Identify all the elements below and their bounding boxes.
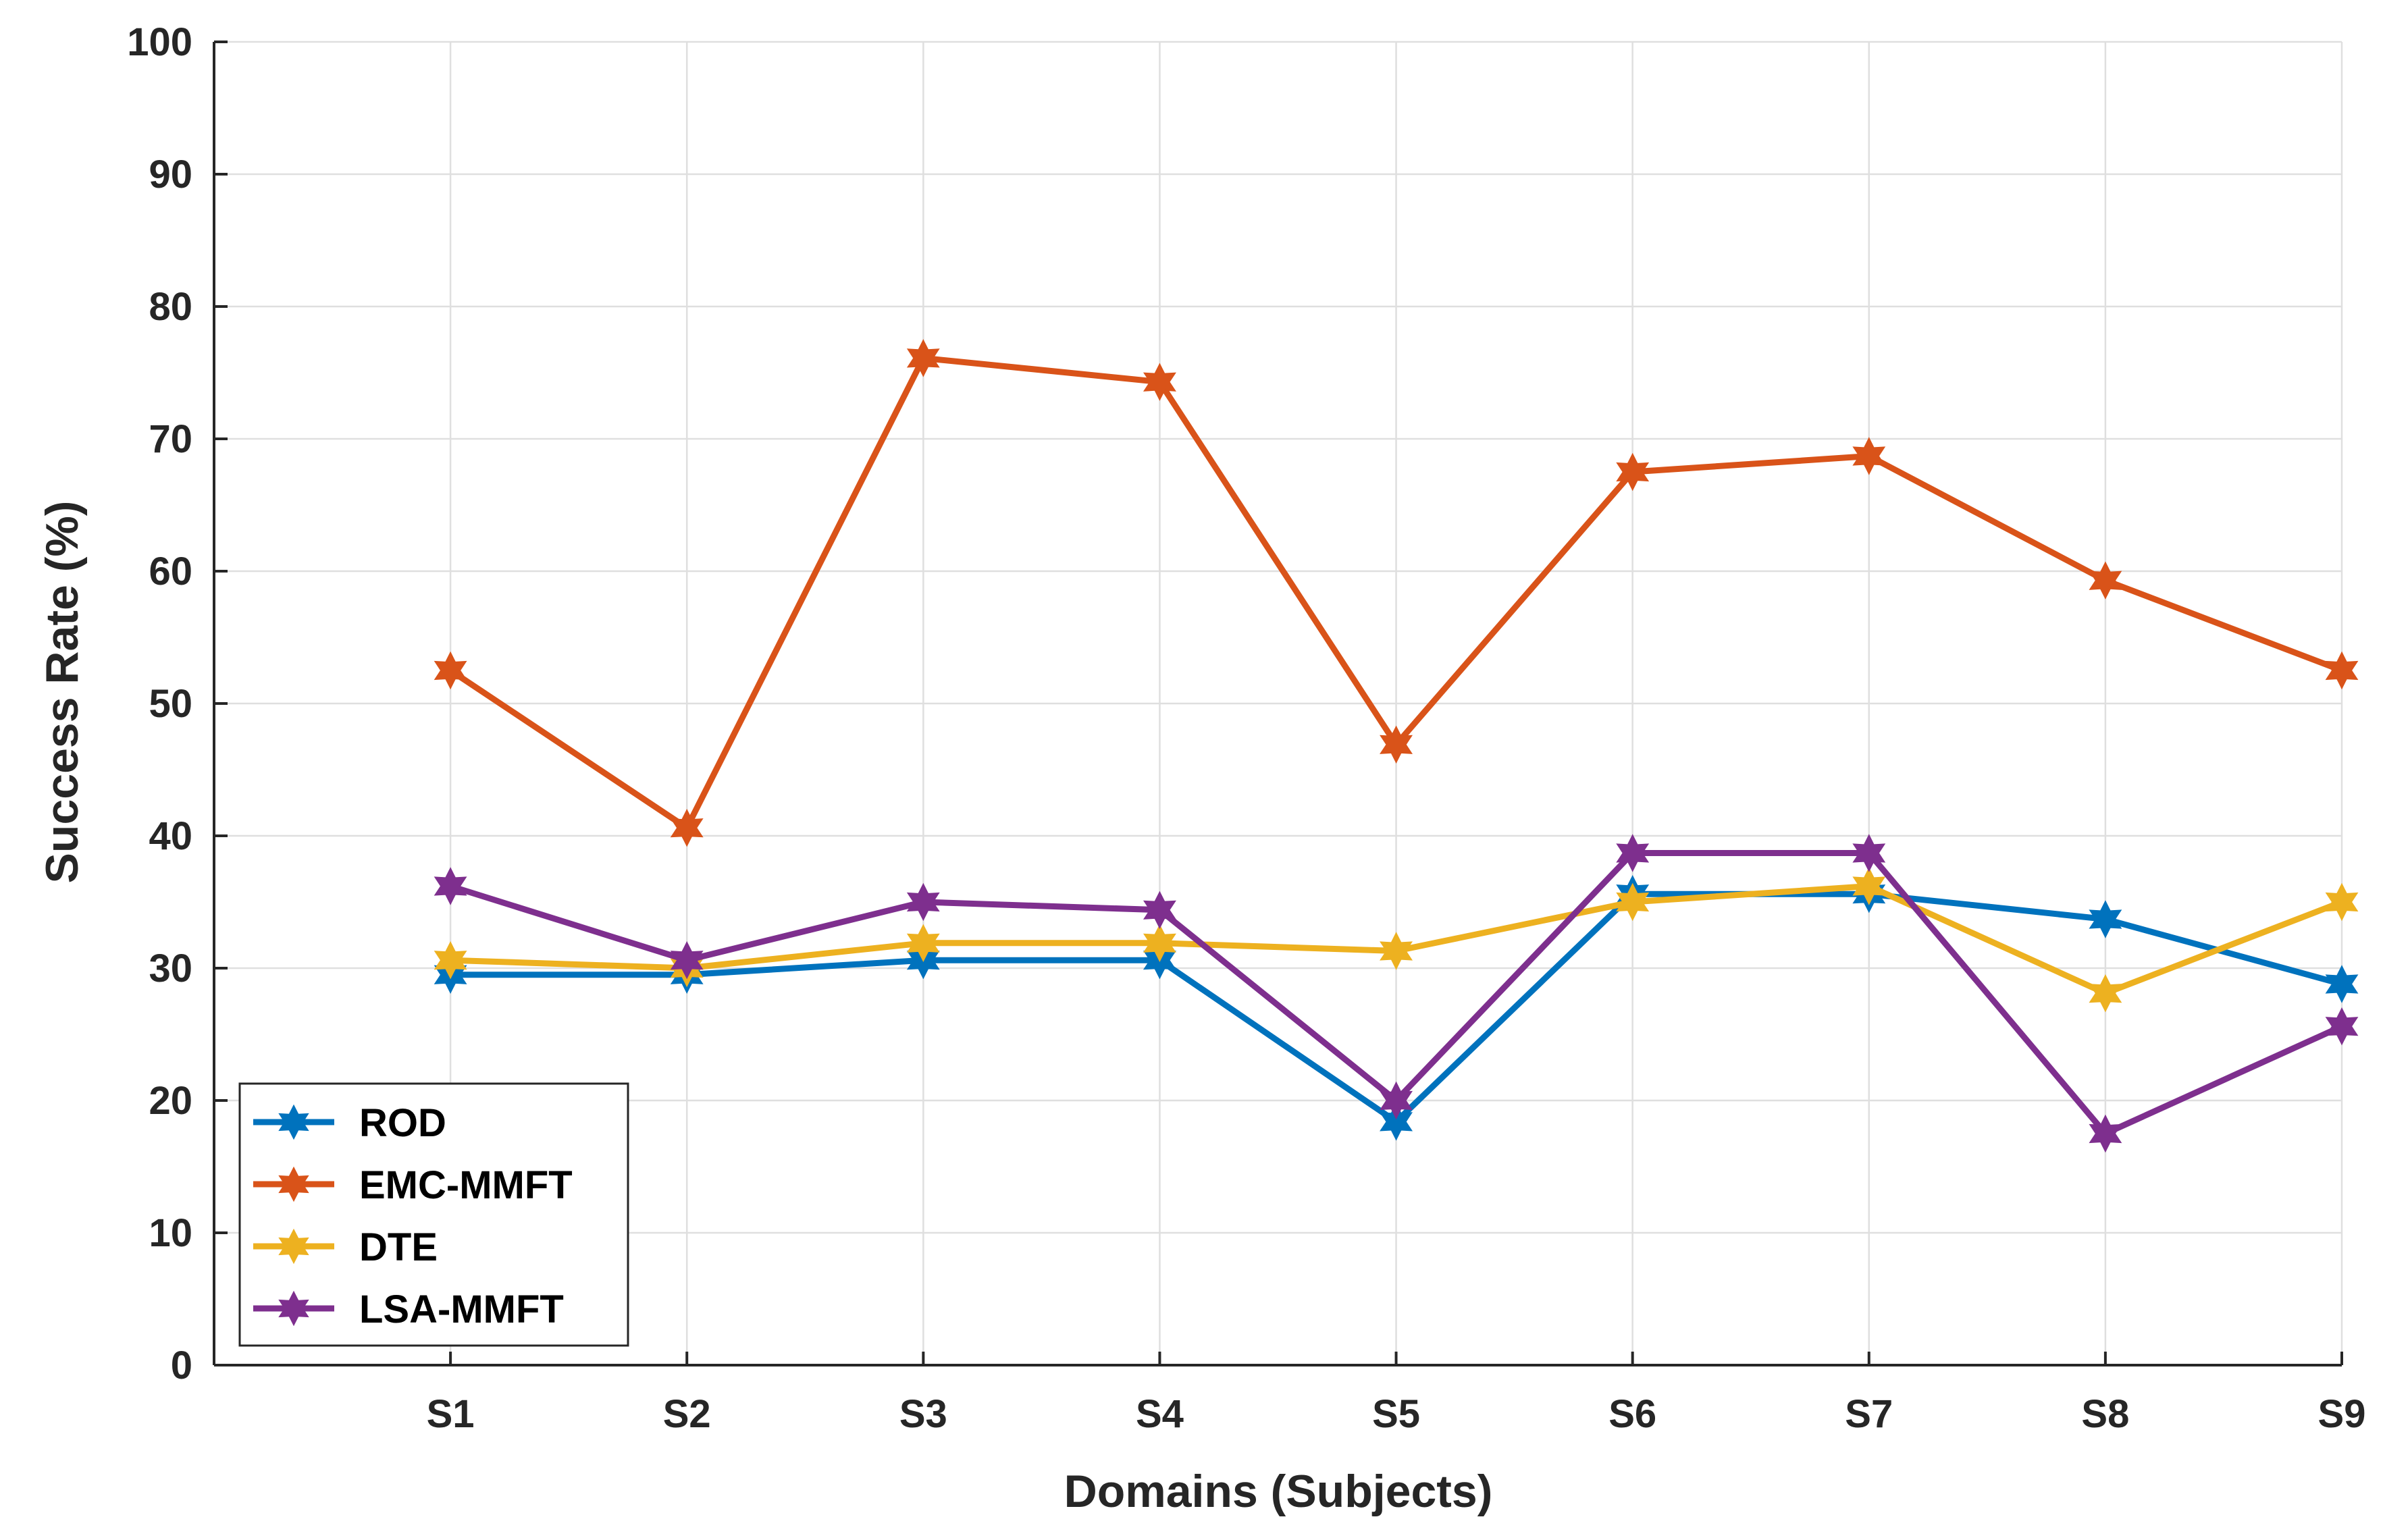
data-point-dte (2325, 882, 2359, 922)
data-point-emc-mmft (2089, 561, 2122, 600)
legend-label-emc-mmft: EMC-MMFT (359, 1163, 573, 1207)
data-point-lsa-mmft (670, 940, 704, 980)
y-axis-title: Success Rate (%) (36, 501, 88, 884)
legend-label-dte: DTE (359, 1225, 438, 1269)
y-tick-label: 0 (171, 1344, 192, 1387)
data-point-emc-mmft (1143, 363, 1176, 401)
x-axis-title: Domains (Subjects) (1064, 1466, 1493, 1517)
data-point-lsa-mmft (2325, 1007, 2359, 1046)
data-point-lsa-mmft (1143, 891, 1176, 930)
y-tick-label: 60 (149, 550, 192, 593)
legend-item-dte: DTE (253, 1225, 438, 1269)
x-tick-label: S4 (1136, 1392, 1184, 1436)
data-point-rod (2325, 965, 2359, 1003)
legend-marker-rod (278, 1104, 309, 1140)
legend-marker-dte (278, 1228, 309, 1265)
data-point-emc-mmft (670, 808, 704, 847)
x-tick-label: S8 (2081, 1392, 2129, 1436)
data-point-emc-mmft (1616, 452, 1650, 492)
x-tick-label: S3 (899, 1392, 947, 1436)
data-point-dte (1852, 867, 1886, 905)
data-point-lsa-mmft (1616, 834, 1650, 872)
data-point-emc-mmft (1380, 725, 1413, 764)
data-point-rod (1380, 1103, 1413, 1141)
series-emc-mmft (434, 339, 2359, 847)
data-point-dte (1380, 932, 1413, 970)
data-point-lsa-mmft (1852, 834, 1886, 872)
x-tick-label: S6 (1608, 1392, 1656, 1436)
legend-item-lsa-mmft: LSA-MMFT (253, 1287, 564, 1331)
data-point-emc-mmft (2325, 651, 2359, 690)
legend-item-emc-mmft: EMC-MMFT (253, 1163, 573, 1207)
x-tick-label: S1 (427, 1392, 475, 1436)
data-point-emc-mmft (1852, 437, 1886, 475)
legend-marker-lsa-mmft (278, 1290, 309, 1327)
legend-label-rod: ROD (359, 1101, 446, 1145)
y-tick-label: 50 (149, 682, 192, 726)
data-point-lsa-mmft (1380, 1081, 1413, 1120)
y-tick-label: 100 (127, 20, 192, 64)
legend-item-rod: ROD (253, 1101, 446, 1145)
y-tick-label: 20 (149, 1079, 192, 1123)
data-point-dte (434, 940, 467, 980)
data-point-dte (1616, 882, 1650, 922)
data-point-rod (2089, 900, 2122, 938)
y-tick-label: 70 (149, 417, 192, 461)
y-tick-label: 10 (149, 1211, 192, 1255)
series-dte (434, 867, 2359, 1013)
data-point-lsa-mmft (434, 867, 467, 905)
x-tick-label: S2 (663, 1392, 711, 1436)
x-tick-label: S9 (2318, 1392, 2366, 1436)
x-tick-label: S7 (1845, 1392, 1893, 1436)
legend-label-lsa-mmft: LSA-MMFT (359, 1287, 564, 1331)
data-point-emc-mmft (906, 339, 940, 377)
data-point-dte (2089, 974, 2122, 1013)
series-lines (434, 339, 2359, 1153)
data-point-dte (906, 924, 940, 963)
legend-marker-emc-mmft (278, 1166, 309, 1202)
data-point-lsa-mmft (2089, 1114, 2122, 1153)
legend: ROD EMC-MMFT DTE LSA-MMFT (238, 1082, 629, 1347)
x-tick-label: S5 (1372, 1392, 1420, 1436)
series-lsa-mmft (434, 834, 2359, 1153)
axes: S1 S2 S3 S4 S5 S6 S7 S8 S9 0 10 20 30 40 50 60 70 80 90 100 (127, 20, 2365, 1436)
y-tick-label: 40 (149, 814, 192, 858)
data-point-lsa-mmft (906, 882, 940, 922)
data-point-dte (1143, 924, 1176, 963)
y-tick-label: 90 (149, 153, 192, 196)
y-tick-label: 80 (149, 285, 192, 329)
y-tick-label: 30 (149, 947, 192, 990)
data-point-emc-mmft (434, 651, 467, 690)
